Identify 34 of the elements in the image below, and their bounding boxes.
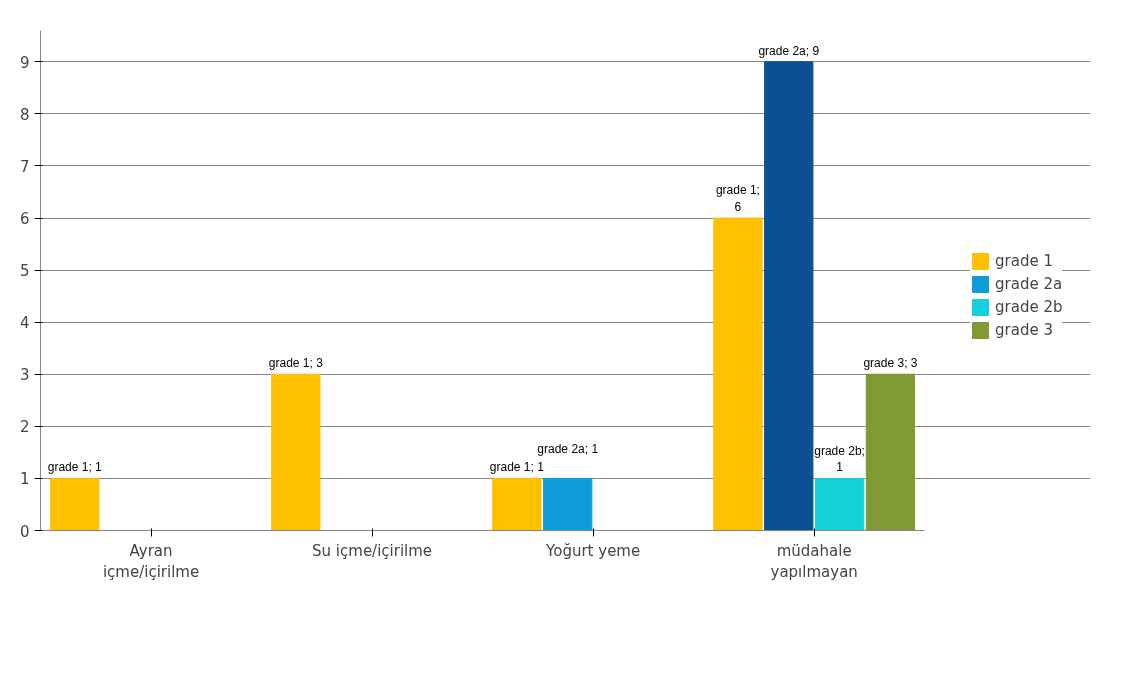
y-tick-label: 4 [19,314,30,333]
x-tick-label: Ayran içme/içirilme [102,541,200,582]
legend-label: grade 3 [995,321,1053,339]
x-tick-label: Yoğurt yeme [545,541,641,560]
y-tick-label: 1 [19,470,30,489]
y-tick-label: 5 [19,262,30,281]
bar [50,477,100,531]
data-label: grade 1; 6 [715,183,760,214]
data-label: grade 1; 1 [489,460,545,475]
legend-label: grade 2b [995,298,1063,316]
y-tick-label: 7 [19,157,30,176]
data-label: grade 2a; 9 [758,43,820,58]
data-label: grade 2b; 1 [814,443,865,475]
y-tick-label: 6 [19,210,30,228]
bar [713,217,763,531]
bar [865,373,916,531]
bar [271,373,321,531]
bar [492,477,542,531]
y-tick-label: 2 [19,418,30,437]
y-tick-label: 8 [19,105,30,124]
x-tick-label: müdahale yapılmayan [770,541,858,582]
data-label: grade 2a; 1 [537,442,599,457]
x-tick-label: Su içme/içirilme [312,541,433,560]
bar [543,477,593,531]
y-tick-label: 9 [19,53,30,72]
legend-label: grade 1 [995,252,1053,270]
bar [764,61,814,531]
data-label: grade 1; 3 [268,356,324,371]
bar [814,477,865,531]
y-tick-label: 3 [19,366,30,385]
data-label: grade 3; 3 [863,356,918,371]
y-tick-label: 0 [19,522,30,541]
data-label: grade 1; 1 [47,460,103,475]
legend-label: grade 2a [995,275,1063,293]
